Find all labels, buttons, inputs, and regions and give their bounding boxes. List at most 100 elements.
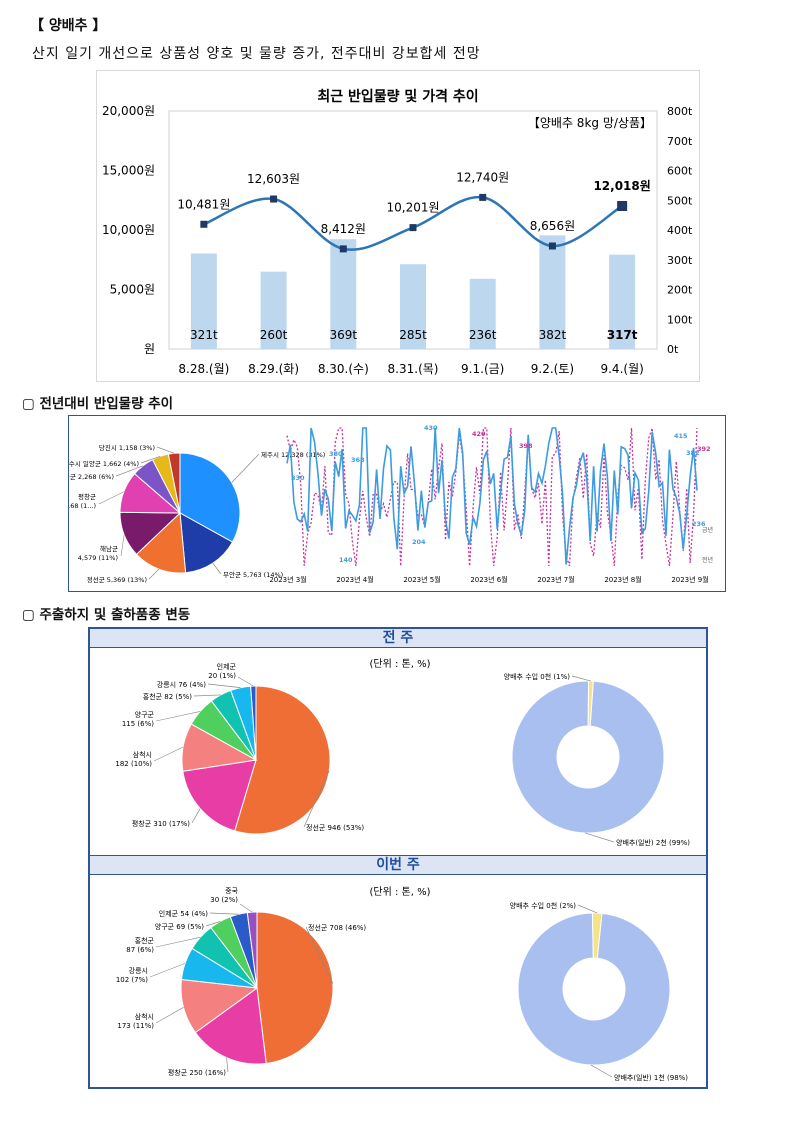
pie-label: 양구군 69 (5%) bbox=[155, 923, 205, 931]
pie-label: 173 (11%) bbox=[117, 1022, 154, 1030]
leader-line bbox=[571, 675, 592, 682]
peak-label: 380 bbox=[329, 450, 343, 458]
shipping-svg: (단위 : 톤, %) (단위 : 톤, %) 정선군 946 (53%) 평창군… bbox=[115, 657, 690, 1082]
price-data-label: 10,481원 bbox=[177, 197, 230, 211]
peak-label: 415 bbox=[674, 432, 688, 440]
this-week-unit: (단위 : 톤, %) bbox=[370, 885, 431, 898]
price-data-label: 12,603원 bbox=[247, 172, 300, 186]
leader-line bbox=[191, 808, 201, 824]
leader-line bbox=[584, 832, 615, 843]
peak-label: 236 bbox=[692, 520, 706, 528]
pie-label: 양배추(일반) 1천 (98%) bbox=[614, 1073, 688, 1082]
month-label: 2023년 6월 bbox=[470, 575, 507, 584]
x-tick-label: 9.2.(토) bbox=[531, 362, 574, 376]
month-label: 2023년 3월 bbox=[269, 575, 306, 584]
right-tick-label: 400t bbox=[667, 224, 693, 237]
month-label: 2023년 8월 bbox=[604, 575, 641, 584]
peak-label: 392 bbox=[697, 445, 711, 453]
leader-line bbox=[148, 568, 160, 580]
last-year-line bbox=[286, 427, 698, 567]
pie-label: 당진시 1,158 (3%) bbox=[99, 443, 155, 452]
leader-line bbox=[212, 563, 222, 575]
pie-label: 양구군 bbox=[135, 711, 155, 719]
this-week-region-pie: 정선군 708 (46%) 평창군 250 (16%) 양구군 69 (5%) 인제군… bbox=[116, 887, 367, 1077]
price-marker bbox=[339, 245, 347, 253]
volume-data-label: 382t bbox=[539, 328, 567, 342]
price-data-label: 12,740원 bbox=[456, 170, 509, 184]
leader-line bbox=[115, 465, 144, 477]
peak-label: 368 bbox=[351, 456, 365, 464]
pie-label: 평창군 bbox=[78, 492, 96, 501]
price-data-label: 8,412원 bbox=[321, 222, 366, 236]
left-tick-label: 원 bbox=[144, 342, 155, 356]
pie-label: 양배추 수입 0천 (1%) bbox=[504, 672, 571, 681]
yoy-pie-labels: 제주시 12,328 (31%) 무안군 5,763 (14%) 정선군 5,369… bbox=[58, 443, 325, 584]
pie-label: 102 (7%) bbox=[116, 976, 148, 984]
leader-line bbox=[577, 904, 598, 914]
leader-line bbox=[226, 1057, 229, 1073]
yoy-panel: 제주시 12,328 (31%) 무안군 5,763 (14%) 정선군 5,369… bbox=[58, 415, 726, 592]
volume-data-label: 321t bbox=[190, 328, 218, 342]
pie-label: 강릉시 76 (4%) bbox=[157, 680, 207, 689]
peak-label: 382 bbox=[686, 449, 700, 457]
price-marker bbox=[479, 193, 487, 201]
x-tick-label: 8.31.(목) bbox=[388, 362, 439, 376]
pie-label: 182 (10%) bbox=[115, 760, 152, 768]
x-tick-label: 9.1.(금) bbox=[461, 362, 504, 376]
region-pie-slice bbox=[194, 987, 267, 1065]
pie-label: 홍천군 bbox=[135, 936, 155, 945]
right-tick-label: 600t bbox=[667, 165, 693, 178]
region-pie-slice bbox=[234, 685, 331, 835]
peak-label: 140 bbox=[339, 556, 353, 564]
volume-bar bbox=[469, 278, 496, 349]
price-volume-svg: 최근 반입물량 및 가격 추이 【양배추 8kg 망/상품】 321t 260t 3… bbox=[102, 88, 693, 376]
price-data-label: 8,656원 bbox=[530, 219, 575, 233]
pie-label: 다수시 일양군 1,662 (4%) bbox=[69, 459, 139, 468]
right-tick-label: 300t bbox=[667, 254, 693, 267]
price-marker bbox=[409, 224, 417, 232]
this-week-banner: 이번 주 bbox=[90, 855, 706, 875]
section-title: 【 양배추 】 bbox=[30, 18, 107, 34]
pie-label: 강릉시 bbox=[129, 966, 148, 975]
volume-bar bbox=[330, 239, 357, 349]
legend-this-year: 금년 bbox=[702, 526, 713, 534]
price-line: 10,481원 12,603원 8,412원 10,201원 12,740원 8,656원… bbox=[177, 170, 651, 253]
pie-label: 홍천군 82 (5%) bbox=[143, 692, 193, 701]
price-marker bbox=[548, 242, 556, 250]
price-marker bbox=[617, 200, 628, 211]
volume-data-label: 369t bbox=[329, 328, 357, 342]
pie-label: 115 (6%) bbox=[122, 720, 154, 728]
volume-data-label: 317t bbox=[607, 328, 638, 342]
leader-line bbox=[155, 936, 201, 948]
leader-line bbox=[155, 711, 201, 722]
left-tick-label: 5,000원 bbox=[110, 283, 155, 297]
price-data-label: 12,018원 bbox=[593, 179, 650, 193]
x-tick-label: 9.4.(월) bbox=[600, 362, 643, 376]
pie-label: 20 (1%) bbox=[208, 672, 236, 680]
pie-label: 평창군 310 (17%) bbox=[132, 819, 190, 828]
leader-line bbox=[156, 446, 175, 454]
volume-bar bbox=[400, 264, 426, 349]
peak-label: 204 bbox=[412, 538, 426, 546]
peak-label: 398 bbox=[519, 442, 533, 450]
leader-line bbox=[209, 912, 239, 915]
section-shipping-label: ▢ 주출하지 및 출하품종 변동 bbox=[22, 607, 191, 623]
x-tick-label: 8.28.(월) bbox=[178, 362, 229, 376]
left-tick-label: 15,000원 bbox=[102, 164, 155, 178]
yoy-pie-slice bbox=[179, 512, 234, 574]
yoy-x-labels: 2023년 3월 2023년 4월 2023년 5월 2023년 6월 2023년 7월… bbox=[269, 575, 708, 584]
month-label: 2023년 9월 bbox=[671, 575, 708, 584]
leader-line bbox=[239, 903, 253, 913]
yoy-pie-slice bbox=[135, 511, 187, 574]
summary-text: 산지 일기 개선으로 상품성 양호 및 물량 증가, 전주대비 강보합세 전망 bbox=[32, 46, 481, 62]
leader-line bbox=[98, 491, 125, 505]
volume-data-label: 285t bbox=[399, 328, 427, 342]
pie-label: 삼척시 bbox=[133, 750, 152, 759]
right-tick-label: 800t bbox=[667, 105, 693, 118]
x-tick-label: 8.30.(수) bbox=[318, 362, 369, 376]
volume-bar bbox=[260, 271, 287, 349]
leader-line bbox=[303, 770, 330, 828]
leader-line bbox=[120, 534, 125, 557]
pie-label: 해남군 bbox=[100, 544, 118, 553]
